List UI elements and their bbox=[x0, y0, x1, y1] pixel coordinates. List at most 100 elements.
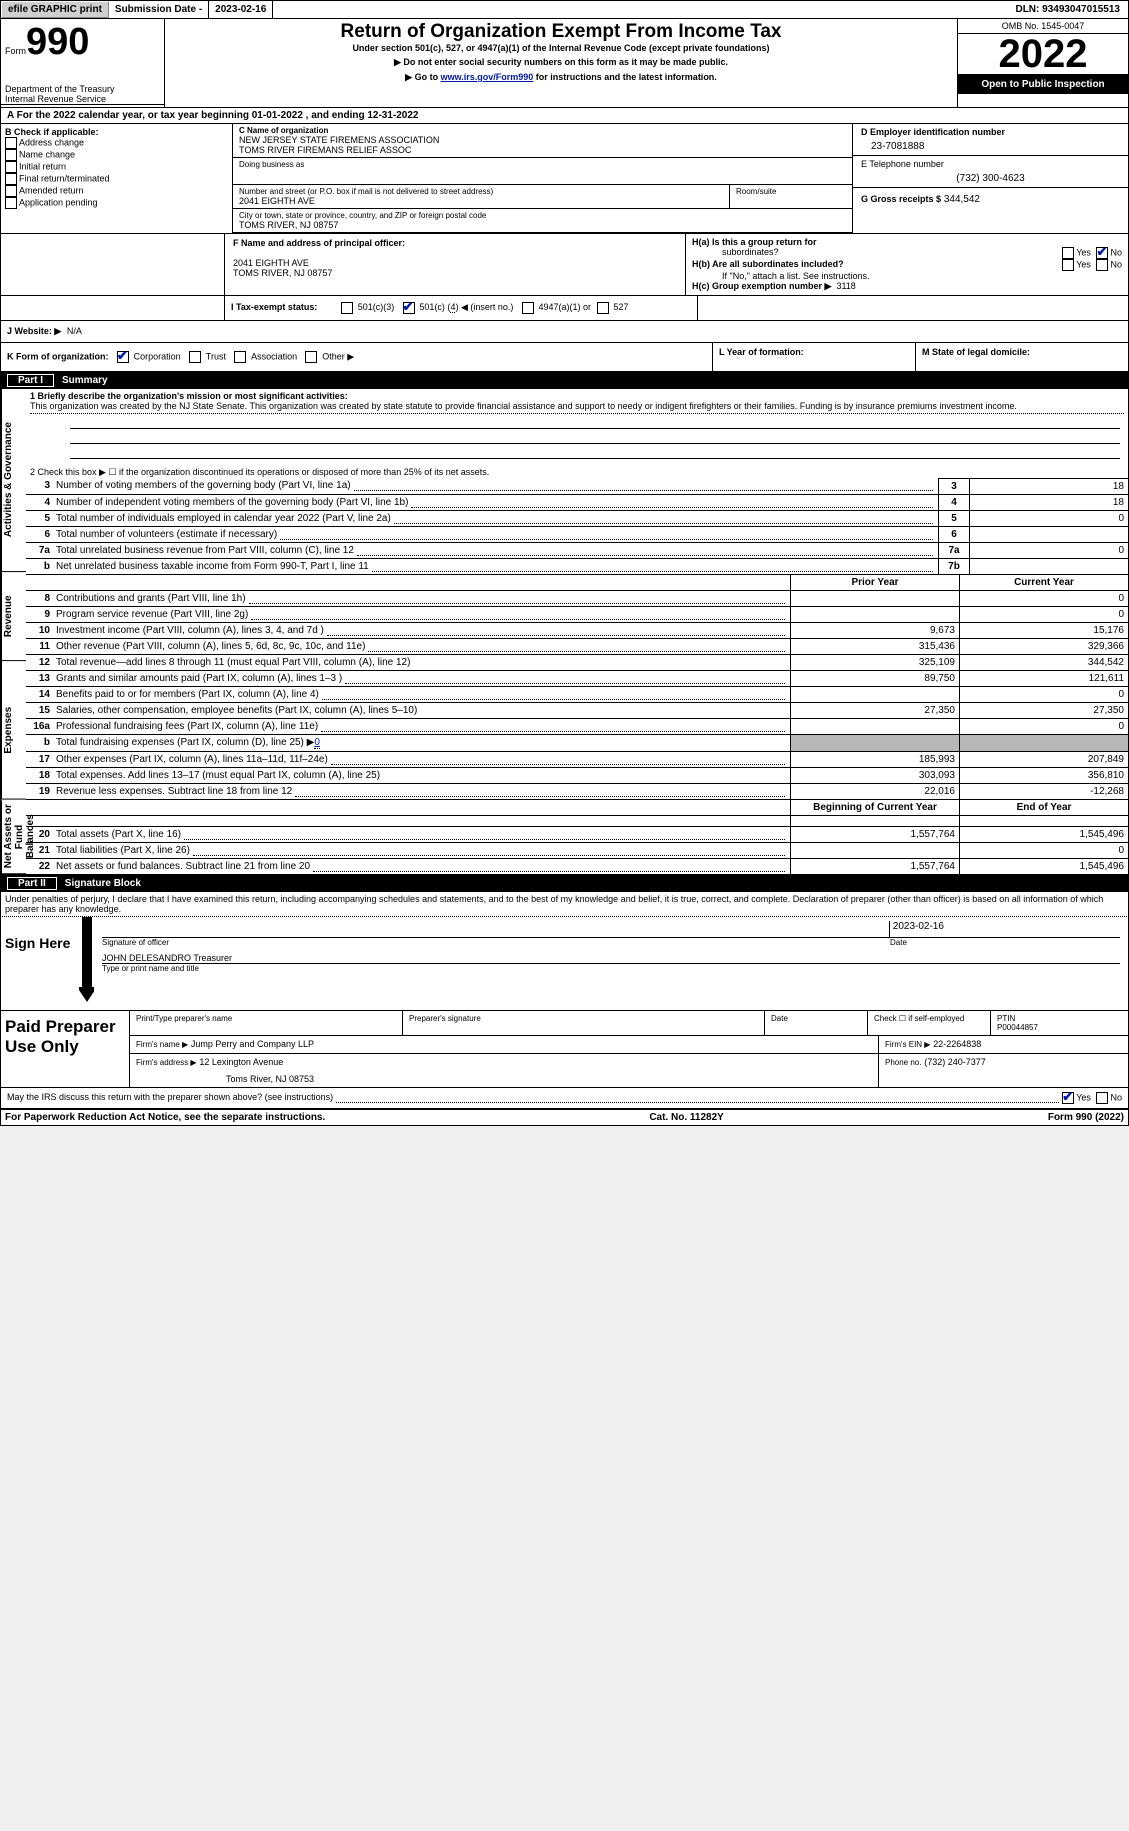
street-address: 2041 EIGHTH AVE bbox=[239, 196, 723, 206]
box-b-header: B Check if applicable: bbox=[5, 127, 228, 137]
form-header: Form990 Department of the Treasury Inter… bbox=[0, 19, 1129, 108]
line7b-val bbox=[969, 559, 1128, 574]
box-d-label: D Employer identification number bbox=[861, 127, 1120, 137]
line4-text: Number of independent voting members of … bbox=[56, 497, 408, 508]
officer-name: JOHN DELESANDRO Treasurer bbox=[102, 953, 1120, 964]
line3-val: 18 bbox=[969, 478, 1128, 494]
h-a-label: H(a) Is this a group return for bbox=[692, 237, 817, 247]
fundraising-total: 0 bbox=[314, 737, 320, 749]
room-label: Room/suite bbox=[736, 187, 846, 196]
beg-year-hdr: Beginning of Current Year bbox=[790, 800, 959, 815]
exp16a-text: Professional fundraising fees (Part IX, … bbox=[56, 721, 318, 732]
group-exemption: 3118 bbox=[836, 281, 855, 291]
part1-bar: Part ISummary bbox=[0, 372, 1129, 389]
firm-phone: (732) 240-7377 bbox=[924, 1057, 986, 1067]
footer: For Paperwork Reduction Act Notice, see … bbox=[0, 1109, 1129, 1126]
ptin-hdr: PTINP00044857 bbox=[991, 1011, 1128, 1035]
gross-receipts: 344,542 bbox=[944, 194, 980, 205]
line3-text: Number of voting members of the governin… bbox=[56, 480, 351, 492]
declaration: Under penalties of perjury, I declare th… bbox=[0, 892, 1129, 917]
line5-val: 0 bbox=[969, 511, 1128, 526]
chk-corp[interactable] bbox=[117, 351, 129, 363]
exp14-text: Benefits paid to or for members (Part IX… bbox=[56, 689, 319, 700]
telephone: (732) 300-4623 bbox=[861, 173, 1120, 184]
phone-label: Phone no. bbox=[885, 1058, 921, 1067]
chk-final[interactable]: Final return/terminated bbox=[5, 173, 228, 185]
irs-no[interactable] bbox=[1096, 1092, 1108, 1104]
na20-text: Total assets (Part X, line 16) bbox=[56, 829, 181, 840]
h-b-yes[interactable] bbox=[1062, 259, 1074, 271]
line7a-text: Total unrelated business revenue from Pa… bbox=[56, 545, 354, 556]
row-l: L Year of formation: bbox=[719, 347, 804, 357]
rev8-prior bbox=[790, 591, 959, 606]
chk-501c[interactable] bbox=[403, 302, 415, 314]
rev10-text: Investment income (Part VIII, column (A)… bbox=[56, 625, 324, 636]
exp14-prior bbox=[790, 687, 959, 702]
exp13-prior: 89,750 bbox=[790, 671, 959, 686]
chk-amended[interactable]: Amended return bbox=[5, 185, 228, 197]
h-b-label: H(b) Are all subordinates included? bbox=[692, 259, 1062, 271]
exp19-text: Revenue less expenses. Subtract line 18 … bbox=[56, 786, 292, 797]
irs-link[interactable]: www.irs.gov/Form990 bbox=[441, 72, 534, 82]
org-name-1: NEW JERSEY STATE FIREMENS ASSOCIATION bbox=[239, 135, 846, 145]
exp19-prior: 22,016 bbox=[790, 784, 959, 799]
h-a-yes[interactable] bbox=[1062, 247, 1074, 259]
exp14-curr: 0 bbox=[959, 687, 1128, 702]
line1-label: 1 Briefly describe the organization's mi… bbox=[30, 391, 1124, 401]
form-number: 990 bbox=[26, 21, 89, 63]
officer-group-block: F Name and address of principal officer:… bbox=[0, 233, 1129, 295]
irs-label: Internal Revenue Service bbox=[1, 94, 164, 105]
row-i: I Tax-exempt status: 501(c)(3) 501(c) (4… bbox=[0, 295, 1129, 320]
exp17-prior: 185,993 bbox=[790, 752, 959, 767]
submission-label: Submission Date - bbox=[109, 1, 208, 18]
firm-ein-label: Firm's EIN ▶ bbox=[885, 1040, 930, 1049]
firm-ein: 22-2264838 bbox=[933, 1039, 981, 1049]
rev9-text: Program service revenue (Part VIII, line… bbox=[56, 609, 248, 620]
efile-print-button[interactable]: efile GRAPHIC print bbox=[1, 1, 109, 18]
subtitle-2: ▶ Do not enter social security numbers o… bbox=[171, 57, 951, 68]
irs-yes[interactable] bbox=[1062, 1092, 1074, 1104]
arrow-icon bbox=[79, 917, 94, 1007]
top-bar: efile GRAPHIC print Submission Date - 20… bbox=[0, 0, 1129, 19]
website-label: J Website: ▶ bbox=[7, 326, 61, 337]
dba-label: Doing business as bbox=[239, 160, 846, 169]
rev12-prior: 325,109 bbox=[790, 655, 959, 670]
h-a-no[interactable] bbox=[1096, 247, 1108, 259]
exp15-text: Salaries, other compensation, employee b… bbox=[56, 705, 417, 716]
box-g-label: G Gross receipts $ bbox=[861, 194, 941, 204]
sign-date: 2023-02-16 bbox=[889, 921, 1120, 937]
chk-initial[interactable]: Initial return bbox=[5, 161, 228, 173]
chk-501c3[interactable] bbox=[341, 302, 353, 314]
row-m: M State of legal domicile: bbox=[922, 347, 1030, 357]
addr-label: Number and street (or P.O. box if mail i… bbox=[239, 187, 723, 196]
self-emp-hdr: Check ☐ if self-employed bbox=[868, 1011, 991, 1035]
firm-addr2: Toms River, NJ 08753 bbox=[136, 1068, 872, 1084]
chk-name[interactable]: Name change bbox=[5, 149, 228, 161]
chk-app-pending[interactable]: Application pending bbox=[5, 197, 228, 209]
irs-discuss-text: May the IRS discuss this return with the… bbox=[7, 1092, 333, 1104]
paid-preparer-label: Paid Preparer Use Only bbox=[1, 1011, 130, 1087]
chk-4947[interactable] bbox=[522, 302, 534, 314]
curr-year-hdr: Current Year bbox=[959, 575, 1128, 590]
na22-text: Net assets or fund balances. Subtract li… bbox=[56, 861, 310, 872]
line2: 2 Check this box ▶ ☐ if the organization… bbox=[26, 461, 1128, 478]
row-a: A For the 2022 calendar year, or tax yea… bbox=[0, 108, 1129, 124]
chk-address[interactable]: Address change bbox=[5, 137, 228, 149]
line6-val bbox=[969, 527, 1128, 542]
preparer-name-hdr: Print/Type preparer's name bbox=[130, 1011, 403, 1035]
subtitle-1: Under section 501(c), 527, or 4947(a)(1)… bbox=[171, 43, 951, 53]
chk-527[interactable] bbox=[597, 302, 609, 314]
ein: 23-7081888 bbox=[861, 141, 1120, 152]
rev11-text: Other revenue (Part VIII, column (A), li… bbox=[56, 641, 365, 652]
mission-text: This organization was created by the NJ … bbox=[30, 401, 1124, 414]
exp18-prior: 303,093 bbox=[790, 768, 959, 783]
box-f-label: F Name and address of principal officer: bbox=[233, 238, 677, 248]
city-state-zip: TOMS RIVER, NJ 08757 bbox=[239, 220, 846, 230]
chk-assoc[interactable] bbox=[234, 351, 246, 363]
form-label: Form bbox=[5, 46, 26, 56]
rev10-curr: 15,176 bbox=[959, 623, 1128, 638]
h-b-no[interactable] bbox=[1096, 259, 1108, 271]
na22-prior: 1,557,764 bbox=[790, 859, 959, 874]
chk-other[interactable] bbox=[305, 351, 317, 363]
chk-trust[interactable] bbox=[189, 351, 201, 363]
